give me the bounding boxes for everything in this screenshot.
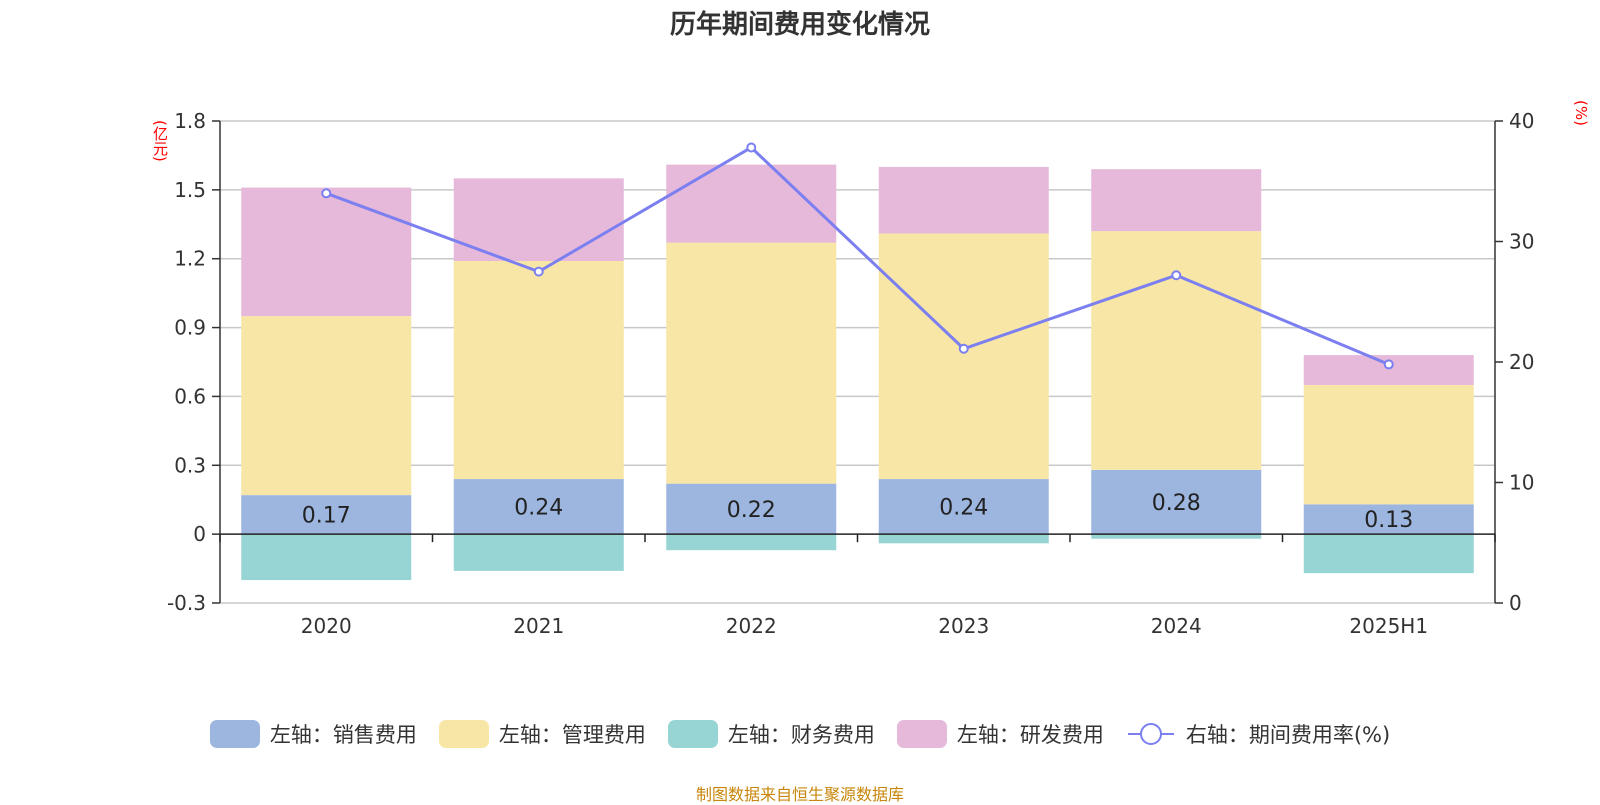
bar-data-label: 0.17 [302,504,351,529]
bar-data-label: 0.24 [939,496,988,521]
right-axis-tick-label: 0 [1509,591,1522,615]
bar-segment [1091,469,1262,535]
legend: 左轴：销售费用 左轴：管理费用 左轴：财务费用 左轴：研发费用 右轴：期间费用率… [0,719,1600,749]
bar-segment [1303,504,1474,535]
legend-line-marker-icon [1127,723,1174,745]
bar-segment [453,534,624,571]
bar-segment [878,479,1049,535]
left-axis-tick-label: -0.3 [167,591,206,615]
right-axis-tick-label: 20 [1509,350,1534,374]
left-axis-tick-label: 1.5 [174,178,206,202]
left-axis-tick-label: 0.9 [174,316,206,340]
bar-segment [453,261,624,480]
bar-segment [241,316,412,496]
left-axis-tick-label: 1.8 [174,109,206,133]
bar-segment [878,166,1049,234]
bar-segment [666,242,837,484]
legend-label-finance: 左轴：财务费用 [727,723,875,747]
right-axis-unit: (%) [1572,100,1590,126]
expense-rate-point [1383,359,1394,370]
expense-rate-point [533,266,544,277]
legend-item-expense-rate[interactable]: 右轴：期间费用率(%) [1126,719,1390,749]
bar-segment [1303,534,1474,574]
bar-segment [1303,384,1474,505]
x-axis-category-label: 2022 [726,614,777,638]
legend-swatch-finance [667,720,718,748]
bar-segment [1091,169,1262,232]
bar-segment [241,495,412,535]
bar-segment [1091,534,1262,539]
x-axis-category-label: 2020 [301,614,352,638]
legend-swatch-rnd [896,720,947,748]
bar-segment [878,534,1049,544]
expense-rate-line [325,145,1390,366]
legend-label-expense-rate: 右轴：期间费用率(%) [1185,723,1391,747]
bar-segment [666,534,837,551]
left-axis-unit: (亿元) [151,120,169,162]
legend-item-finance[interactable]: 左轴：财务费用 [667,719,875,749]
bar-segment [241,534,412,581]
bar-segment [453,479,624,535]
legend-item-rnd[interactable]: 左轴：研发费用 [896,719,1104,749]
legend-label-rnd: 左轴：研发费用 [956,723,1104,747]
expense-rate-point [746,142,757,153]
left-axis-tick-label: 0.3 [174,453,206,477]
x-axis-category-label: 2024 [1151,614,1202,638]
expense-rate-point [958,343,969,354]
legend-label-sales: 左轴：销售费用 [269,723,417,747]
left-axis-tick-label: 1.2 [174,247,206,271]
legend-swatch-sales [209,720,260,748]
right-axis-tick-label: 10 [1509,471,1534,495]
expense-rate-point [1171,270,1182,281]
right-axis-tick-label: 30 [1509,230,1534,254]
bar-segment [878,233,1049,480]
bar-data-label: 0.28 [1152,491,1201,516]
legend-item-sales[interactable]: 左轴：销售费用 [209,719,417,749]
legend-label-management: 左轴：管理费用 [498,723,646,747]
bar-segment [666,483,837,535]
x-axis-category-label: 2023 [938,614,989,638]
x-axis-category-label: 2025H1 [1349,614,1428,638]
data-source-note: 制图数据来自恒生聚源数据库 [695,785,904,804]
x-axis-category-label: 2021 [513,614,564,638]
bar-segment [1091,231,1262,470]
left-axis-tick-label: 0.6 [174,384,206,408]
legend-swatch-management [438,720,489,748]
right-axis-tick-label: 40 [1509,109,1534,133]
bar-segment [241,187,412,317]
left-axis-tick-label: 0 [193,522,206,546]
bar-data-label: 0.22 [727,498,776,523]
bar-segment [666,164,837,243]
legend-item-management[interactable]: 左轴：管理费用 [438,719,646,749]
bar-data-label: 0.13 [1364,508,1413,533]
bar-data-label: 0.24 [514,496,563,521]
expense-rate-point [321,188,332,199]
bar-segment [453,178,624,262]
chart-title: 历年期间费用变化情况 [669,10,930,40]
